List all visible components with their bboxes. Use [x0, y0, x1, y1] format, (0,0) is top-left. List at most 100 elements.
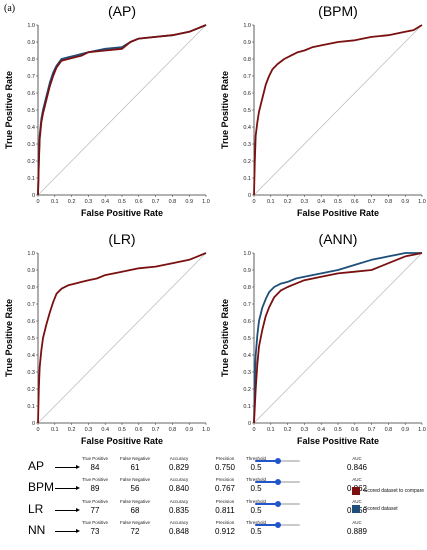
x-tick-label: 0.7 — [152, 427, 160, 433]
x-tick-label: 0.1 — [267, 427, 275, 433]
slider-knob[interactable] — [274, 458, 281, 464]
diagonal-reference-line — [253, 252, 423, 424]
metric-value: 77 — [90, 506, 100, 515]
slider-knob[interactable] — [274, 522, 281, 528]
y-tick-label: 0.4 — [243, 353, 251, 359]
chart-title: (LR) — [108, 231, 135, 247]
metric-header: Precision — [215, 520, 235, 525]
y-tick-label: 0.6 — [243, 319, 251, 325]
y-tick-label: 0.9 — [243, 268, 251, 274]
y-tick-label: 0.8 — [243, 285, 251, 291]
x-tick-label: 0.9 — [185, 427, 193, 433]
legend-swatch — [352, 505, 360, 513]
y-tick-label: 0.6 — [27, 91, 35, 97]
metric-value: 0.829 — [168, 463, 190, 472]
y-tick-label: 0.8 — [27, 57, 35, 63]
metric-value: 0.767 — [214, 484, 236, 493]
x-tick-label: 0.8 — [169, 199, 177, 205]
x-tick-label: 0.4 — [101, 427, 109, 433]
y-tick-label: 0.3 — [243, 142, 251, 148]
x-tick-label: 0.3 — [301, 427, 309, 433]
threshold-slider[interactable] — [255, 479, 300, 485]
x-tick-label: 0 — [36, 199, 39, 205]
metric-value: 0.811 — [215, 506, 235, 515]
metric-header: False Negative — [119, 456, 150, 461]
y-tick-label: 0.7 — [27, 74, 35, 80]
threshold-slider[interactable] — [255, 458, 300, 464]
x-tick-label: 0.3 — [85, 427, 93, 433]
x-tick-label: 0.2 — [284, 199, 292, 205]
metric-header: Threshold — [245, 477, 266, 482]
y-axis-title: True Positive Rate — [220, 71, 230, 149]
y-tick-label: 0.3 — [27, 370, 35, 376]
metric-header: False Negative — [119, 499, 150, 504]
x-tick-label: 0.2 — [284, 427, 292, 433]
y-tick-label: 1.0 — [27, 23, 35, 29]
diagonal-reference-line — [37, 24, 207, 196]
y-tick-label: 0.1 — [27, 176, 35, 182]
x-tick-label: 1.0 — [418, 199, 426, 205]
y-tick-label: 0.2 — [243, 159, 251, 165]
y-tick-label: 0.5 — [27, 336, 35, 342]
x-tick-label: 0.1 — [267, 199, 275, 205]
y-tick-label: 1.0 — [243, 23, 251, 29]
metrics-row: AP True Positive 84 False Negative 61 Accurac… — [0, 456, 427, 479]
y-tick-label: 0.7 — [27, 302, 35, 308]
metric-header: False Negative — [119, 477, 150, 482]
y-tick-label: 0 — [248, 421, 251, 427]
y-tick-label: 0.5 — [243, 336, 251, 342]
metric-header: Accuracy — [169, 499, 189, 504]
y-axis-title: True Positive Rate — [4, 299, 14, 377]
metric-value: 0.5 — [250, 527, 262, 536]
x-tick-label: 1.0 — [418, 427, 426, 433]
metric-value: 61 — [130, 463, 140, 472]
y-tick-label: 0.3 — [27, 142, 35, 148]
model-name: BPM — [28, 480, 55, 494]
y-tick-label: 0.5 — [27, 108, 35, 114]
model-name: NN — [28, 523, 46, 537]
x-tick-label: 0.7 — [152, 199, 160, 205]
x-tick-label: 0.8 — [385, 427, 393, 433]
model-name: AP — [28, 459, 45, 473]
y-tick-label: 0.6 — [243, 91, 251, 97]
x-tick-label: 0.3 — [85, 199, 93, 205]
x-tick-label: 0.4 — [317, 199, 325, 205]
metric-value: 0.5 — [250, 463, 262, 472]
x-tick-label: 0.8 — [385, 199, 393, 205]
metric-value: 0.840 — [168, 484, 190, 493]
threshold-slider[interactable] — [255, 522, 300, 528]
y-tick-label: 0.2 — [27, 387, 35, 393]
x-tick-label: 0.2 — [68, 199, 76, 205]
metrics-row: NN True Positive 73 False Negative 72 Accurac… — [0, 520, 427, 543]
x-tick-label: 0.7 — [368, 199, 376, 205]
slider-knob[interactable] — [274, 479, 281, 485]
metric-header: Accuracy — [169, 520, 189, 525]
y-tick-label: 0.7 — [243, 302, 251, 308]
metric-header: Precision — [215, 477, 235, 482]
x-tick-label: 0.3 — [301, 199, 309, 205]
arrow-right-icon — [55, 529, 80, 533]
threshold-slider[interactable] — [255, 501, 300, 507]
metric-header: AUC — [352, 456, 362, 461]
y-tick-label: 0.9 — [243, 40, 251, 46]
y-tick-label: 0 — [248, 193, 251, 199]
metric-value: 89 — [90, 484, 100, 493]
y-tick-label: 1.0 — [243, 251, 251, 257]
slider-knob[interactable] — [274, 501, 281, 507]
y-tick-label: 0.7 — [243, 74, 251, 80]
legend-label: Scored dataset to compare — [364, 488, 425, 494]
y-tick-label: 0.5 — [243, 108, 251, 114]
x-tick-label: 0.5 — [334, 427, 342, 433]
slider-fill — [255, 503, 278, 505]
arrow-right-icon — [55, 465, 80, 469]
x-tick-label: 0.5 — [118, 199, 126, 205]
roc-chart-bpm: (BPM) 00 0.1 0.1 0.2 0.2 0.3 0.3 0.4 0.4 0.5 0.5 0.6… — [220, 3, 426, 218]
x-tick-label: 0.6 — [135, 199, 143, 205]
x-axis-title: False Positive Rate — [81, 208, 163, 218]
x-tick-label: 0 — [36, 427, 39, 433]
y-axis-title: True Positive Rate — [220, 299, 230, 377]
metric-value: 84 — [90, 463, 100, 472]
metric-header: Precision — [215, 499, 235, 504]
x-tick-label: 0.6 — [135, 427, 143, 433]
metric-header: Threshold — [245, 499, 266, 504]
